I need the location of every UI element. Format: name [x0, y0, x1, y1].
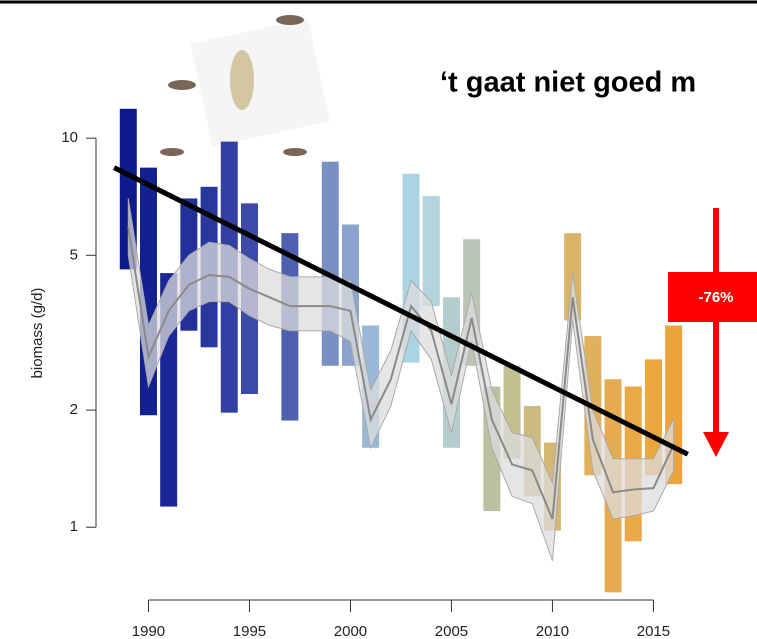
- x-tick-label: 2015: [637, 623, 670, 639]
- y-tick-label: 5: [70, 246, 78, 263]
- y-axis-label: biomass (g/d): [29, 288, 46, 379]
- mosquito: [276, 15, 304, 25]
- annotation: -76%: [698, 289, 733, 306]
- bar: [423, 196, 440, 306]
- y-tick-label: 10: [61, 129, 78, 146]
- chart: ‘t gaat niet goed m biomass (g/d) -76% 1…: [0, 0, 757, 639]
- y-tick-label: 1: [70, 518, 78, 535]
- y-tick-label: 2: [70, 401, 78, 418]
- chart-title: ‘t gaat niet goed m: [440, 67, 696, 99]
- insect-images: [160, 15, 330, 156]
- mayfly: [230, 50, 254, 110]
- mayfly-image: [190, 19, 329, 147]
- mosquito: [168, 80, 196, 90]
- mosquito: [160, 148, 184, 156]
- arrow-head: [703, 432, 729, 457]
- bar: [322, 162, 339, 366]
- x-tick-label: 2010: [536, 623, 569, 639]
- x-tick-label: 2000: [334, 623, 367, 639]
- x-tick-label: 1990: [132, 623, 165, 639]
- mosquito: [283, 148, 307, 156]
- x-tick-label: 2005: [435, 623, 468, 639]
- x-tick-label: 1995: [233, 623, 266, 639]
- trend-line: [114, 168, 688, 455]
